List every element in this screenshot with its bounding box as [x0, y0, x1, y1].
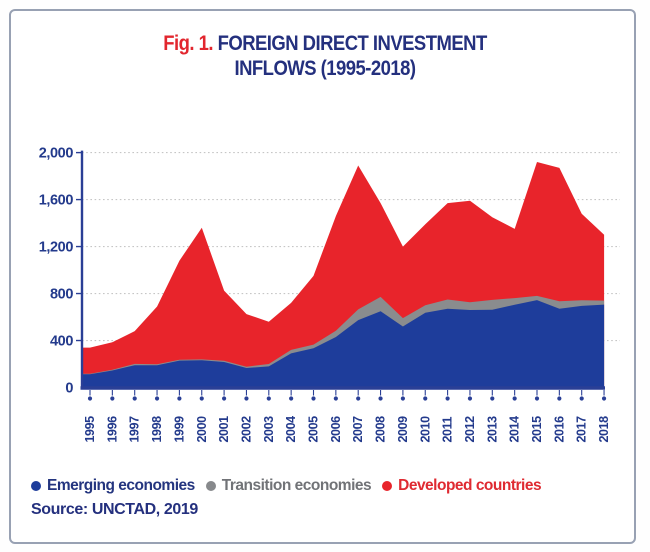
x-tick-dot: [423, 396, 428, 401]
x-tick-dot: [154, 396, 160, 401]
x-tick-label-1999: 1999: [172, 416, 186, 443]
y-tick-label: 1,200: [39, 240, 74, 256]
x-tick-label-2008: 2008: [374, 416, 388, 443]
x-tick-dot: [333, 396, 338, 401]
x-tick-dot: [467, 396, 473, 401]
x-tick-label-2002: 2002: [239, 416, 253, 443]
x-tick-dot: [579, 396, 584, 401]
title-line-2: INFLOWS (1995-2018): [234, 57, 416, 80]
x-tick-label-2016: 2016: [552, 416, 566, 443]
x-tick-dot: [490, 396, 495, 401]
x-tick-label-2003: 2003: [262, 416, 276, 443]
y-tick-label: 0: [65, 381, 73, 397]
legend-item-2: Developed countries: [382, 477, 542, 495]
x-tick-dot: [400, 396, 405, 401]
x-tick-label-2012: 2012: [463, 416, 477, 443]
x-tick-label-2005: 2005: [307, 416, 321, 443]
x-tick-label-2011: 2011: [441, 417, 455, 443]
x-tick-label-2015: 2015: [530, 416, 544, 443]
legend-label: Transition economies: [221, 477, 372, 494]
x-tick-dot: [557, 396, 562, 401]
legend-label: Emerging economies: [47, 477, 195, 494]
x-tick-label-1998: 1998: [150, 416, 164, 443]
x-tick-dot: [311, 396, 316, 401]
x-tick-label-2000: 2000: [195, 416, 209, 443]
legend-dot-icon: [382, 481, 393, 491]
x-tick-dot: [199, 396, 204, 401]
x-tick-dot: [110, 396, 115, 401]
x-tick-label-1997: 1997: [128, 416, 142, 443]
x-tick-dot: [356, 396, 361, 401]
x-tick-label-2006: 2006: [329, 416, 343, 443]
x-tick-dot: [534, 396, 540, 401]
x-tick-dot: [378, 396, 383, 401]
x-tick-dot: [87, 396, 93, 401]
x-tick-dot: [132, 396, 137, 401]
legend-label: Developed countries: [398, 477, 542, 494]
y-tick-label: 800: [50, 287, 73, 303]
x-tick-label-2010: 2010: [418, 416, 432, 443]
title-line-1: Fig. 1. FOREIGN DIRECT INVESTMENT: [39, 31, 611, 56]
x-tick-label-1995: 1995: [83, 416, 97, 443]
source-note: Source: UNCTAD, 2019: [31, 501, 198, 518]
x-tick-label-1996: 1996: [105, 416, 119, 443]
x-tick-label-2013: 2013: [485, 416, 499, 443]
x-tick-label-2004: 2004: [284, 416, 298, 443]
x-tick-label-2007: 2007: [351, 416, 365, 443]
figure-title: Fig. 1. FOREIGN DIRECT INVESTMENT INFLOW…: [39, 31, 611, 81]
legend-item-0: Emerging economies: [31, 477, 195, 495]
x-tick-dot: [266, 396, 271, 401]
x-tick-dot: [244, 396, 249, 401]
figure-label: Fig. 1.: [163, 32, 213, 55]
y-tick-label: 400: [50, 334, 73, 350]
x-tick-dot: [222, 396, 227, 401]
x-tick-dot: [512, 396, 517, 401]
legend-item-1: Transition economies: [205, 477, 372, 495]
y-tick-label: 1,600: [39, 193, 74, 209]
x-tick-dot: [177, 396, 182, 401]
x-tick-dot: [289, 396, 294, 401]
x-tick-label-2017: 2017: [575, 416, 589, 443]
legend-dot-icon: [205, 481, 216, 491]
x-tick-label-2009: 2009: [396, 416, 410, 443]
area-emerging-economies: [82, 300, 605, 388]
legend-dot-icon: [31, 481, 41, 491]
x-tick-dot: [601, 396, 607, 401]
x-tick-label-2001: 2001: [217, 416, 231, 443]
x-tick-label-2014: 2014: [508, 416, 522, 443]
title-text: FOREIGN DIRECT INVESTMENT: [217, 32, 488, 55]
y-tick-label: 2,000: [39, 146, 74, 162]
x-tick-label-2018: 2018: [597, 416, 611, 443]
x-tick-dot: [445, 396, 450, 401]
chart-legend: Emerging economies Transition economies De…: [31, 477, 542, 495]
